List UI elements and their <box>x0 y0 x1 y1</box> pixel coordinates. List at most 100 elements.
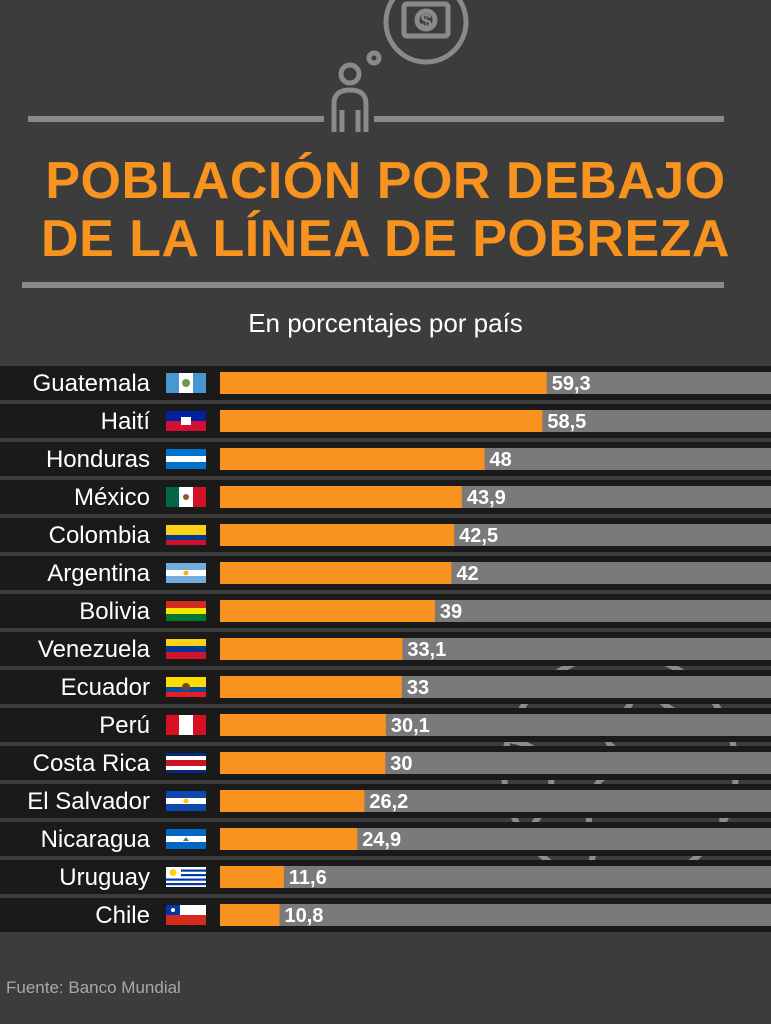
label-background <box>6 444 156 474</box>
bar <box>220 752 386 774</box>
peru-flag-icon <box>166 715 206 735</box>
chart-row: Haití 58,5 <box>0 404 771 438</box>
page-title: POBLACIÓN POR DEBAJO DE LA LÍNEA DE POBR… <box>0 152 771 268</box>
el-salvador-flag-icon <box>166 791 206 811</box>
country-label: Guatemala <box>33 370 151 397</box>
chart-row: Nicaragua 24,9 <box>0 822 771 856</box>
label-background <box>6 672 156 702</box>
chart-row: Venezuela 33,1 <box>0 632 771 666</box>
value-label: 24,9 <box>362 829 401 851</box>
country-label: Perú <box>99 712 150 739</box>
country-label: Ecuador <box>61 674 150 701</box>
label-background <box>6 786 156 816</box>
value-label: 42 <box>456 563 478 585</box>
bar <box>220 524 455 546</box>
haiti-flag-icon <box>166 411 206 431</box>
top-divider-right <box>374 116 724 122</box>
title-divider <box>22 282 724 288</box>
value-label: 59,3 <box>552 373 591 395</box>
value-label: 10,8 <box>285 905 324 927</box>
country-label: Venezuela <box>38 636 151 663</box>
chile-flag-icon <box>166 905 206 925</box>
country-label: Costa Rica <box>33 750 151 777</box>
label-background <box>6 520 156 550</box>
bar <box>220 562 452 584</box>
country-label: México <box>74 484 150 511</box>
bar <box>220 372 547 394</box>
value-label: 30,1 <box>391 715 430 737</box>
uruguay-flag-icon <box>166 867 206 887</box>
label-background <box>6 862 156 892</box>
bar <box>220 638 403 660</box>
value-label: 58,5 <box>547 411 586 433</box>
country-label: Bolivia <box>79 598 150 625</box>
chart-row: El Salvador 26,2 <box>0 784 771 818</box>
title-line-2: DE LA LÍNEA DE POBREZA <box>41 210 730 268</box>
source-note: Fuente: Banco Mundial <box>6 978 181 997</box>
label-background <box>6 824 156 854</box>
honduras-flag-icon <box>166 449 206 469</box>
bar <box>220 676 402 698</box>
mexico-flag-icon <box>166 487 206 507</box>
chart-row: Perú 30,1 <box>0 708 771 742</box>
bar <box>220 600 435 622</box>
svg-text:$: $ <box>420 11 431 33</box>
value-label: 42,5 <box>459 525 498 547</box>
chart-row: México 43,9 <box>0 480 771 514</box>
argentina-flag-icon <box>166 563 206 583</box>
top-divider-left <box>28 116 324 122</box>
costa-rica-flag-icon <box>166 753 206 773</box>
bar <box>220 448 485 470</box>
bar <box>220 866 284 888</box>
chart-row: Argentina 42 <box>0 556 771 590</box>
label-background <box>6 368 156 398</box>
bar <box>220 904 280 926</box>
bar <box>220 410 543 432</box>
label-background <box>6 710 156 740</box>
chart-row: Costa Rica 30 <box>0 746 771 780</box>
country-label: Honduras <box>46 446 150 473</box>
country-label: Argentina <box>47 560 150 587</box>
value-label: 30 <box>390 753 412 775</box>
bar-track <box>220 866 771 888</box>
value-label: 39 <box>440 601 462 623</box>
chart-row: Ecuador 33 <box>0 670 771 704</box>
label-background <box>6 748 156 778</box>
venezuela-flag-icon <box>166 639 206 659</box>
country-label: Uruguay <box>59 864 150 891</box>
country-label: Haití <box>101 408 151 435</box>
label-background <box>6 900 156 930</box>
country-label: El Salvador <box>27 788 150 815</box>
bar <box>220 714 386 736</box>
country-label: Colombia <box>49 522 151 549</box>
chart-subtitle: En porcentajes por país <box>248 308 523 338</box>
person-thinking-money-icon: $ <box>331 0 469 132</box>
chart-row: Bolivia 39 <box>0 594 771 628</box>
value-label: 48 <box>489 449 511 471</box>
bolivia-flag-icon <box>166 601 206 621</box>
title-line-1: POBLACIÓN POR DEBAJO <box>45 152 726 210</box>
chart-row: Guatemala 59,3 <box>0 366 771 400</box>
bar <box>220 828 358 850</box>
bar <box>220 790 365 812</box>
bar-track <box>220 904 771 926</box>
value-label: 33,1 <box>407 639 446 661</box>
bar <box>220 486 462 508</box>
chart-row: Honduras 48 <box>0 442 771 476</box>
value-label: 26,2 <box>369 791 408 813</box>
colombia-flag-icon <box>166 525 206 545</box>
guatemala-flag-icon <box>166 373 206 393</box>
value-label: 43,9 <box>467 487 506 509</box>
nicaragua-flag-icon <box>166 829 206 849</box>
bar-track <box>220 828 771 850</box>
label-background <box>6 596 156 626</box>
country-label: Chile <box>95 902 150 929</box>
value-label: 11,6 <box>289 867 327 889</box>
value-label: 33 <box>407 677 429 699</box>
chart-row: Uruguay 11,6 <box>0 860 771 894</box>
label-background <box>6 482 156 512</box>
label-background <box>6 558 156 588</box>
label-background <box>6 406 156 436</box>
country-label: Nicaragua <box>41 826 151 853</box>
